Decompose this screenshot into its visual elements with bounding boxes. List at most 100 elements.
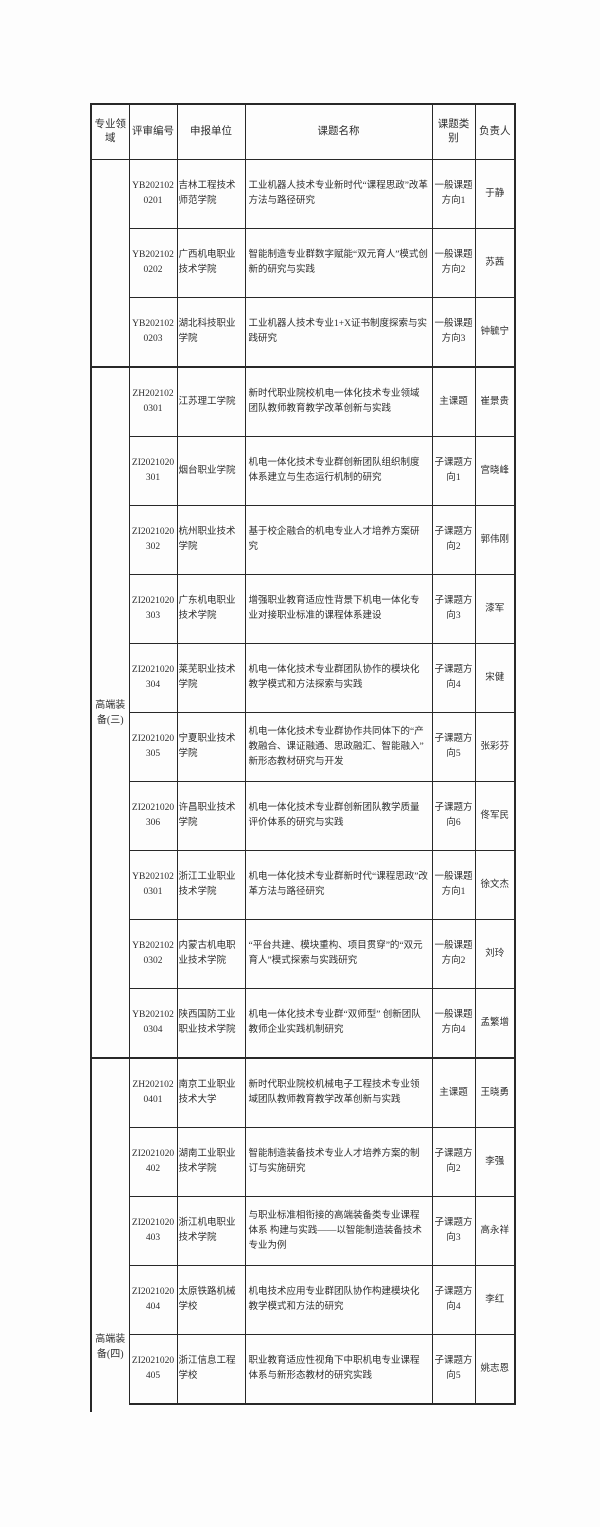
category-cell: 子课题方向4 xyxy=(431,1265,476,1335)
table-row: ZI2021020302 杭州职业技术学院 基于校企融合的机电专业人才培养方案研究子… xyxy=(91,505,516,575)
category-cell: 一般课题方向3 xyxy=(431,297,476,368)
project-title-cell: 新时代职业院校机械电子工程技术专业领域团队教师教育教学改革创新与实践 xyxy=(244,1057,433,1128)
table-row: YB2021020304 陕西国防工业职业技术学院 机电一体化技术专业群“双师型” … xyxy=(91,988,516,1059)
leader-cell: 刘玲 xyxy=(474,919,516,989)
category-cell: 一般课题方向1 xyxy=(431,159,476,229)
project-title-cell: 工业机器人技术专业新时代“课程思政”改革方法与路径研究 xyxy=(244,159,433,229)
column-header: 申报单位 xyxy=(176,103,246,160)
unit-cell: 浙江信息工程学校 xyxy=(176,1334,246,1405)
field-group-cell: 高端装备(四) xyxy=(90,1057,130,1404)
unit-cell: 江苏理工学院 xyxy=(176,366,246,437)
leader-cell: 宋健 xyxy=(474,643,516,713)
column-header: 评审编号 xyxy=(128,103,178,160)
column-header: 课题名称 xyxy=(244,103,433,160)
category-cell: 子课题方向1 xyxy=(431,436,476,506)
table-row: ZI2021020306 许昌职业技术学院 机电一体化技术专业群创新团队教学质量评价… xyxy=(91,781,516,851)
review-number-cell: ZI2021020405 xyxy=(128,1334,178,1405)
field-group-cell xyxy=(90,159,130,368)
project-title-cell: 机电一体化技术专业群新时代“课程思政”改革方法与路径研究 xyxy=(244,850,433,920)
review-number-cell: YB2021020203 xyxy=(128,297,178,368)
category-cell: 一般课题方向4 xyxy=(431,988,476,1059)
unit-cell: 宁夏职业技术学院 xyxy=(176,712,246,782)
leader-cell: 于静 xyxy=(474,159,516,229)
field-group-cell: 高端装备(三) xyxy=(90,366,130,1059)
project-title-cell: 机电一体化技术专业群团队协作的模块化教学模式和方法探索与实践 xyxy=(244,643,433,713)
leader-cell: 崔景贵 xyxy=(474,366,516,437)
leader-cell: 郭伟刚 xyxy=(474,505,516,575)
table-row: YB2021020201 吉林工程技术师范学院 工业机器人技术专业新时代“课程思政”… xyxy=(90,159,516,368)
category-cell: 一般课题方向2 xyxy=(431,228,476,298)
project-title-cell: 工业机器人技术专业1+X证书制度探索与实践研究 xyxy=(244,297,433,368)
project-title-cell: 职业教育适应性视角下中职机电专业课程体系与新形态教材的研究实践 xyxy=(244,1334,433,1405)
column-header: 负责人 xyxy=(474,103,516,160)
table-row: ZI2021020305 宁夏职业技术学院 机电一体化技术专业群协作共同体下的“产教… xyxy=(91,712,516,782)
project-title-cell: 机电一体化技术专业群“双师型” 创新团队教师企业实践机制研究 xyxy=(244,988,433,1059)
project-title-cell: 智能制造装备技术专业人才培养方案的制订与实施研究 xyxy=(244,1127,433,1197)
table-row: ZI2021020404 太原铁路机械学校 机电技术应用专业群团队协作构建模块化教学… xyxy=(91,1265,516,1335)
unit-cell: 湖南工业职业技术学院 xyxy=(176,1127,246,1197)
unit-cell: 许昌职业技术学院 xyxy=(176,781,246,851)
review-number-cell: YB2021020304 xyxy=(128,988,178,1059)
unit-cell: 陕西国防工业职业技术学院 xyxy=(176,988,246,1059)
table-row: YB2021020301 浙江工业职业技术学院 机电一体化技术专业群新时代“课程思政… xyxy=(91,850,516,920)
category-cell: 一般课题方向1 xyxy=(431,850,476,920)
review-table: 专业领域 评审编号 申报单位 课题名称 课题类别 负责人 YB2021020201 吉林工程… xyxy=(90,103,516,1405)
left-border-stub xyxy=(90,1404,92,1412)
leader-cell: 姚志恩 xyxy=(474,1334,516,1405)
review-number-cell: ZI2021020403 xyxy=(128,1196,178,1266)
leader-cell: 张彩芬 xyxy=(474,712,516,782)
project-title-cell: 机电一体化技术专业群创新团队组织制度体系建立与生态运行机制的研究 xyxy=(244,436,433,506)
table-body: YB2021020201 吉林工程技术师范学院 工业机器人技术专业新时代“课程思政”… xyxy=(90,159,516,1405)
review-number-cell: ZI2021020305 xyxy=(128,712,178,782)
table-row: 高端装备(三) ZH2021020301 江苏理工学院 新时代职业院校机电一体化技术专… xyxy=(90,366,516,1059)
project-title-cell: 机电一体化技术专业群创新团队教学质量评价体系的研究与实践 xyxy=(244,781,433,851)
unit-cell: 广东机电职业技术学院 xyxy=(176,574,246,644)
project-title-cell: “平台共建、模块重构、项目贯穿”的“双元育人”模式探索与实践研究 xyxy=(244,919,433,989)
unit-cell: 烟台职业学院 xyxy=(176,436,246,506)
project-title-cell: 机电一体化技术专业群协作共同体下的“产教融合、课证融通、思政融汇、智能融入”新形… xyxy=(244,712,433,782)
project-title-cell: 新时代职业院校机电一体化技术专业领域团队教师教育教学改革创新与实践 xyxy=(244,366,433,437)
table-row: ZI2021020403 浙江机电职业技术学院 与职业标准相衔接的高端装备类专业课程… xyxy=(91,1196,516,1266)
unit-cell: 太原铁路机械学校 xyxy=(176,1265,246,1335)
project-title-cell: 智能制造专业群数字赋能“双元育人”模式创新的研究与实践 xyxy=(244,228,433,298)
category-cell: 主课题 xyxy=(431,1057,476,1128)
leader-cell: 孟繁增 xyxy=(474,988,516,1059)
category-cell: 子课题方向4 xyxy=(431,643,476,713)
leader-cell: 佟军民 xyxy=(474,781,516,851)
review-number-cell: YB2021020201 xyxy=(128,159,178,229)
unit-cell: 内蒙古机电职业技术学院 xyxy=(176,919,246,989)
category-cell: 子课题方向5 xyxy=(431,712,476,782)
table-row: YB2021020302 内蒙古机电职业技术学院 “平台共建、模块重构、项目贯穿”的… xyxy=(91,919,516,989)
review-number-cell: ZI2021020303 xyxy=(128,574,178,644)
category-cell: 子课题方向2 xyxy=(431,505,476,575)
review-number-cell: ZH2021020401 xyxy=(128,1057,178,1128)
category-cell: 子课题方向3 xyxy=(431,574,476,644)
review-number-cell: ZI2021020301 xyxy=(128,436,178,506)
review-number-cell: ZI2021020404 xyxy=(128,1265,178,1335)
unit-cell: 湖北科技职业学院 xyxy=(176,297,246,368)
unit-cell: 浙江机电职业技术学院 xyxy=(176,1196,246,1266)
project-title-cell: 机电技术应用专业群团队协作构建模块化教学模式和方法的研究 xyxy=(244,1265,433,1335)
table-row: ZI2021020405 浙江信息工程学校 职业教育适应性视角下中职机电专业课程体系… xyxy=(91,1334,516,1405)
review-number-cell: ZI2021020302 xyxy=(128,505,178,575)
header-row: 专业领域 评审编号 申报单位 课题名称 课题类别 负责人 xyxy=(90,103,516,160)
leader-cell: 宫晓峰 xyxy=(474,436,516,506)
leader-cell: 李红 xyxy=(474,1265,516,1335)
leader-cell: 高永祥 xyxy=(474,1196,516,1266)
leader-cell: 王晓勇 xyxy=(474,1057,516,1128)
category-cell: 子课题方向2 xyxy=(431,1127,476,1197)
unit-cell: 南京工业职业技术大学 xyxy=(176,1057,246,1128)
column-header: 专业领域 xyxy=(90,103,130,160)
table-row: ZI2021020303 广东机电职业技术学院 增强职业教育适应性背景下机电一体化专… xyxy=(91,574,516,644)
leader-cell: 钟毓宁 xyxy=(474,297,516,368)
column-header: 课题类别 xyxy=(431,103,476,160)
table-row: YB2021020203 湖北科技职业学院 工业机器人技术专业1+X证书制度探索与实… xyxy=(91,297,516,368)
unit-cell: 广西机电职业技术学院 xyxy=(176,228,246,298)
category-cell: 子课题方向5 xyxy=(431,1334,476,1405)
unit-cell: 吉林工程技术师范学院 xyxy=(176,159,246,229)
category-cell: 子课题方向6 xyxy=(431,781,476,851)
review-number-cell: ZI2021020306 xyxy=(128,781,178,851)
table-row: ZI2021020402 湖南工业职业技术学院 智能制造装备技术专业人才培养方案的制… xyxy=(91,1127,516,1197)
review-number-cell: YB2021020202 xyxy=(128,228,178,298)
